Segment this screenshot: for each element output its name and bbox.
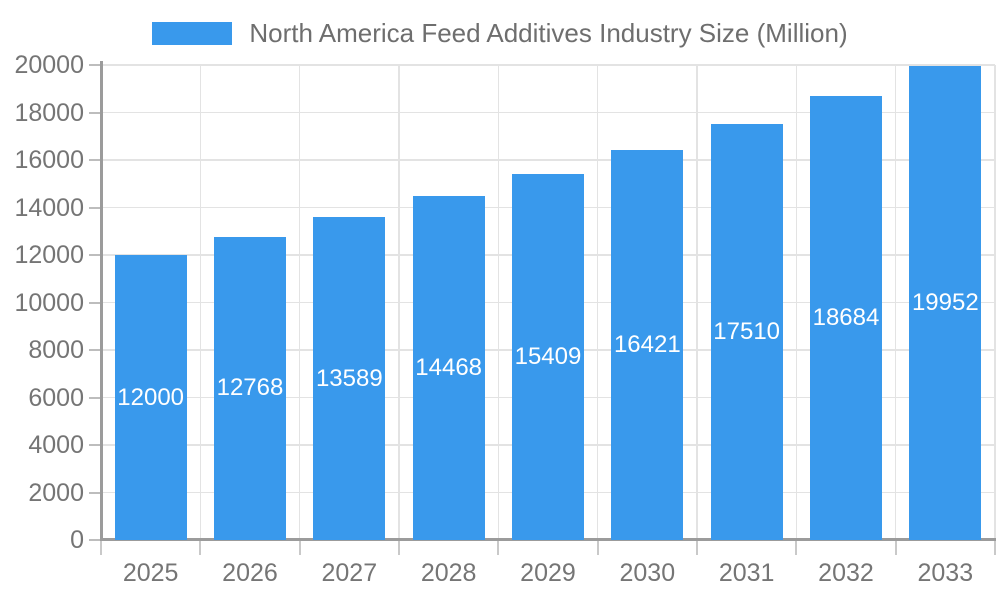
x-axis-tick	[596, 540, 599, 555]
bar-value-label: 17510	[713, 318, 781, 346]
x-tick-label: 2030	[619, 559, 676, 587]
bar: 17510	[710, 124, 783, 540]
x-tick-label: 2033	[917, 559, 974, 587]
y-axis-tick	[89, 444, 101, 446]
y-axis-tick	[89, 301, 101, 304]
gridline-horizontal	[101, 159, 995, 161]
gridline-vertical	[596, 65, 599, 540]
y-tick-label: 12000	[14, 241, 84, 269]
x-tick-label: 2026	[222, 559, 278, 587]
gridline-vertical	[298, 65, 301, 540]
gridline-horizontal	[101, 64, 995, 66]
x-tick-label: 2025	[122, 559, 179, 587]
gridline-horizontal	[101, 111, 995, 114]
bar: 12000	[114, 255, 187, 540]
x-axis-tick	[100, 540, 102, 555]
x-axis-tick	[894, 540, 897, 555]
plot-area: 0 2000 4000 6000 8000 10000 12000 14000 16000 180…	[14, 51, 996, 587]
y-axis-tick	[89, 159, 101, 161]
x-axis-tick	[199, 540, 202, 555]
gridline-vertical	[894, 65, 897, 540]
y-tick-label: 18000	[14, 98, 84, 127]
y-axis-tick	[89, 64, 101, 66]
gridline-vertical	[994, 65, 996, 540]
bar-value-label: 12768	[216, 374, 284, 402]
bar: 19952	[909, 66, 982, 540]
legend[interactable]: North America Feed Additives Industry Si…	[0, 20, 1000, 47]
x-tick-label: 2027	[321, 559, 378, 587]
x-tick-label: 2031	[718, 559, 775, 587]
y-axis-tick	[89, 254, 101, 256]
bar-value-label: 14468	[415, 354, 483, 382]
bar: 18684	[809, 96, 882, 540]
x-tick-label: 2028	[420, 559, 477, 587]
legend-swatch-icon	[152, 22, 233, 45]
y-tick-label: 4000	[28, 431, 84, 459]
bar-value-label: 15409	[514, 343, 582, 371]
x-axis-tick	[795, 540, 798, 555]
bar-value-label: 12000	[117, 383, 185, 411]
y-axis-tick	[89, 539, 101, 541]
bar-value-label: 16421	[613, 331, 681, 358]
y-axis-line	[100, 61, 103, 540]
y-tick-label: 2000	[28, 478, 84, 507]
bar: 13589	[313, 217, 386, 540]
bar: 14468	[412, 196, 485, 540]
gridline-vertical	[795, 65, 798, 540]
y-axis-tick	[89, 349, 101, 351]
y-tick-label: 14000	[14, 193, 84, 222]
bar: 12768	[213, 236, 286, 540]
x-tick-label: 2029	[520, 559, 576, 587]
legend-label: North America Feed Additives Industry Si…	[249, 18, 848, 48]
y-axis-tick	[89, 396, 101, 399]
gridline-vertical	[696, 65, 698, 540]
gridline-vertical	[398, 65, 400, 540]
x-axis-tick	[696, 540, 698, 555]
gridline-vertical	[497, 65, 500, 540]
y-axis-tick	[89, 491, 101, 494]
bar: 15409	[511, 174, 584, 540]
x-axis-tick	[298, 540, 301, 555]
y-tick-label: 6000	[28, 383, 84, 412]
y-tick-label: 0	[70, 526, 84, 554]
bar: 16421	[611, 150, 684, 540]
y-tick-label: 20000	[14, 51, 84, 79]
bar-value-label: 13589	[315, 364, 383, 392]
x-axis-tick	[497, 540, 500, 555]
bar-value-label: 19952	[911, 289, 979, 317]
x-axis-tick	[398, 540, 400, 555]
y-tick-label: 16000	[14, 146, 84, 174]
x-axis-tick	[994, 540, 996, 555]
y-axis-tick	[89, 206, 101, 209]
bar-value-label: 18684	[812, 304, 880, 332]
y-tick-label: 8000	[28, 336, 84, 364]
gridline-vertical	[199, 65, 202, 540]
x-tick-label: 2032	[818, 559, 874, 587]
y-tick-label: 10000	[14, 288, 84, 317]
y-axis-tick	[89, 111, 101, 114]
